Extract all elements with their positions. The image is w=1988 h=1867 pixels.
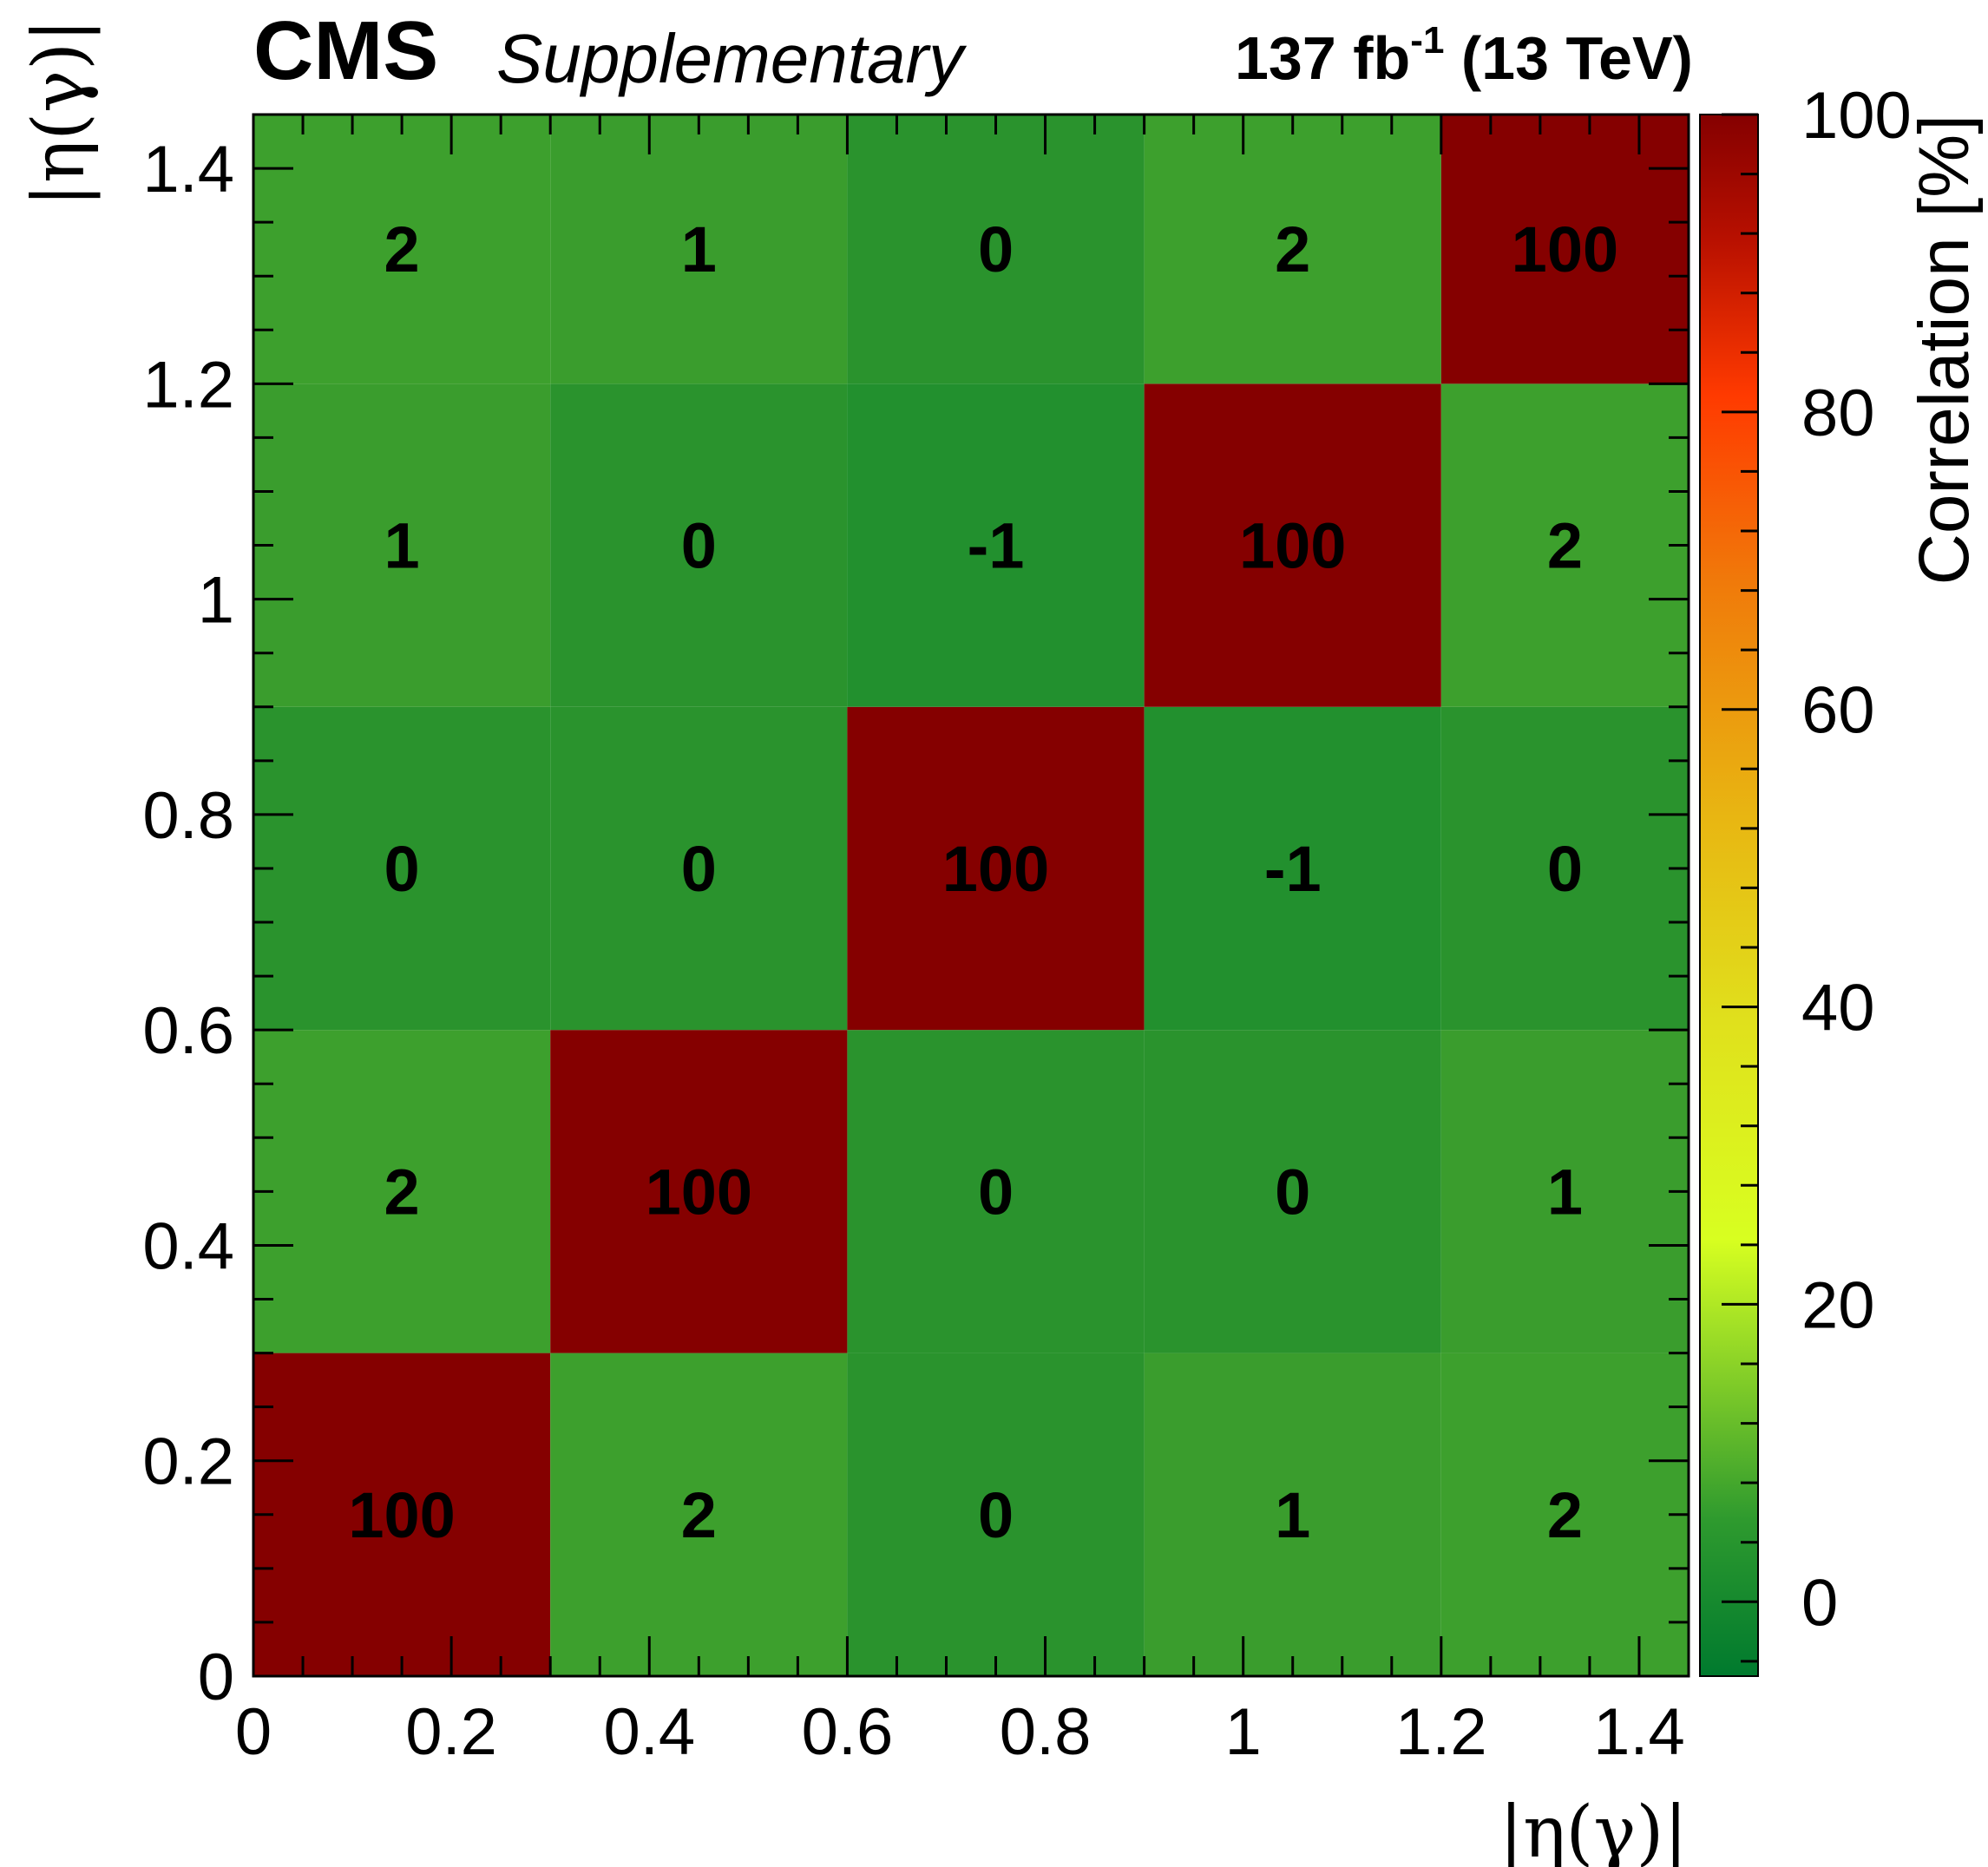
y-tick-label: 1 bbox=[198, 564, 234, 638]
colorbar-tick-label: 60 bbox=[1801, 674, 1875, 748]
lumi-energy: (13 TeV) bbox=[1460, 24, 1693, 92]
cell-value-label: 1 bbox=[384, 510, 420, 582]
heatmap-cell bbox=[550, 115, 848, 384]
cell-value-labels: 100 2 0 1 22 100 0 0 10 0 100 -1 01 0 -1 100 22 1 0 2 100 bbox=[348, 213, 1618, 1551]
cell-value-label: 0 bbox=[384, 833, 420, 905]
heatmap-cell bbox=[847, 1030, 1145, 1353]
x-tick-label: 0.6 bbox=[802, 1695, 894, 1769]
x-tick-label: 0.4 bbox=[603, 1695, 695, 1769]
heatmap-cell bbox=[1440, 383, 1689, 707]
y-tick-label: 0 bbox=[198, 1641, 234, 1714]
cell-value-label: 0 bbox=[1547, 833, 1583, 905]
heatmap-cell bbox=[550, 1030, 848, 1353]
heatmap-cell bbox=[253, 1353, 551, 1676]
x-tick-label: 1.2 bbox=[1395, 1695, 1487, 1769]
cell-value-label: 1 bbox=[681, 213, 717, 285]
x-axis-label: |η(γ)| bbox=[1499, 1792, 1688, 1867]
lumi-exponent: -1 bbox=[1410, 19, 1445, 62]
heatmap-cell bbox=[1440, 1030, 1689, 1353]
cell-value-label: 0 bbox=[681, 833, 717, 905]
cell-value-label: 100 bbox=[348, 1479, 455, 1551]
y-tick-label: 0.2 bbox=[142, 1425, 234, 1499]
heatmap-cell bbox=[1144, 1353, 1441, 1676]
cell-value-label: 2 bbox=[681, 1479, 717, 1551]
cell-value-label: 1 bbox=[1275, 1479, 1310, 1551]
x-tick-label: 0.2 bbox=[405, 1695, 497, 1769]
cell-value-label: 2 bbox=[1547, 510, 1583, 582]
heatmap-cell bbox=[550, 1353, 848, 1676]
cell-value-label: 100 bbox=[1239, 510, 1346, 582]
heatmap-cells bbox=[253, 115, 1689, 1676]
experiment-label: CMS bbox=[253, 4, 439, 97]
cell-value-label: 1 bbox=[1547, 1156, 1583, 1228]
y-tick-label: 1.4 bbox=[142, 133, 234, 206]
supplementary-tag: Supplementary bbox=[496, 20, 964, 97]
cell-value-label: 100 bbox=[942, 833, 1049, 905]
cell-value-label: 2 bbox=[384, 1156, 420, 1228]
heatmap-cell bbox=[1144, 706, 1441, 1031]
y-tick-label: 0.4 bbox=[142, 1209, 234, 1283]
cell-value-label: -1 bbox=[1264, 833, 1322, 905]
heatmap-cell bbox=[1144, 1030, 1441, 1353]
cell-value-label: 100 bbox=[646, 1156, 752, 1228]
lumi-value: 137 fb bbox=[1234, 24, 1411, 92]
x-tick-label: 1.4 bbox=[1593, 1695, 1685, 1769]
cell-value-label: 0 bbox=[978, 1156, 1014, 1228]
heatmap-cell bbox=[1440, 1353, 1689, 1676]
plot-border bbox=[252, 113, 1690, 1678]
colorbar bbox=[1699, 114, 1759, 1677]
colorbar-label: Correlation [%] bbox=[1905, 115, 1984, 585]
heatmap-cell bbox=[550, 383, 848, 707]
colorbar-tick-label: 20 bbox=[1801, 1268, 1875, 1342]
heatmap-cell bbox=[253, 115, 551, 384]
y-tick-label: 1.2 bbox=[142, 348, 234, 422]
colorbar-tick-label: 100 bbox=[1801, 79, 1912, 153]
colorbar-tick-label: 40 bbox=[1801, 972, 1875, 1045]
x-tick-label: 1 bbox=[1225, 1695, 1262, 1769]
cell-value-label: 2 bbox=[384, 213, 420, 285]
heatmap-cell bbox=[847, 1353, 1145, 1676]
heatmap-cell bbox=[550, 706, 848, 1031]
heatmap-cell bbox=[1144, 383, 1441, 707]
colorbar-tick-label: 0 bbox=[1801, 1566, 1838, 1640]
cell-value-label: -1 bbox=[968, 510, 1025, 582]
cell-value-label: 0 bbox=[1275, 1156, 1310, 1228]
y-tick-label: 0.8 bbox=[142, 779, 234, 853]
heatmap-cell bbox=[847, 383, 1145, 707]
colorbar-tick-label: 80 bbox=[1801, 377, 1875, 450]
cell-value-label: 100 bbox=[1512, 213, 1618, 285]
luminosity-label: 137 fb-1 (13 TeV) bbox=[1235, 19, 1693, 93]
color-scale: 0 20 40 60 80 100 bbox=[1699, 79, 1912, 1677]
heatmap-cell bbox=[253, 383, 551, 707]
heatmap-cell bbox=[253, 706, 551, 1031]
heatmap-cell bbox=[847, 706, 1145, 1031]
heatmap-cell bbox=[1144, 115, 1441, 384]
heatmap-cell bbox=[1440, 706, 1689, 1031]
cell-value-label: 0 bbox=[978, 213, 1014, 285]
x-tick-label: 0.8 bbox=[1000, 1695, 1092, 1769]
cell-value-label: 2 bbox=[1275, 213, 1310, 285]
heatmap-cell bbox=[1440, 115, 1689, 384]
x-tick-label: 0 bbox=[235, 1695, 272, 1769]
heatmap-cell bbox=[847, 115, 1145, 384]
y-axis-label: |η(γ)| bbox=[18, 18, 101, 206]
cell-value-label: 2 bbox=[1547, 1479, 1583, 1551]
y-tick-label: 0.6 bbox=[142, 994, 234, 1068]
cell-value-label: 0 bbox=[681, 510, 717, 582]
cell-value-label: 0 bbox=[978, 1479, 1014, 1551]
heatmap-cell bbox=[253, 1030, 551, 1353]
